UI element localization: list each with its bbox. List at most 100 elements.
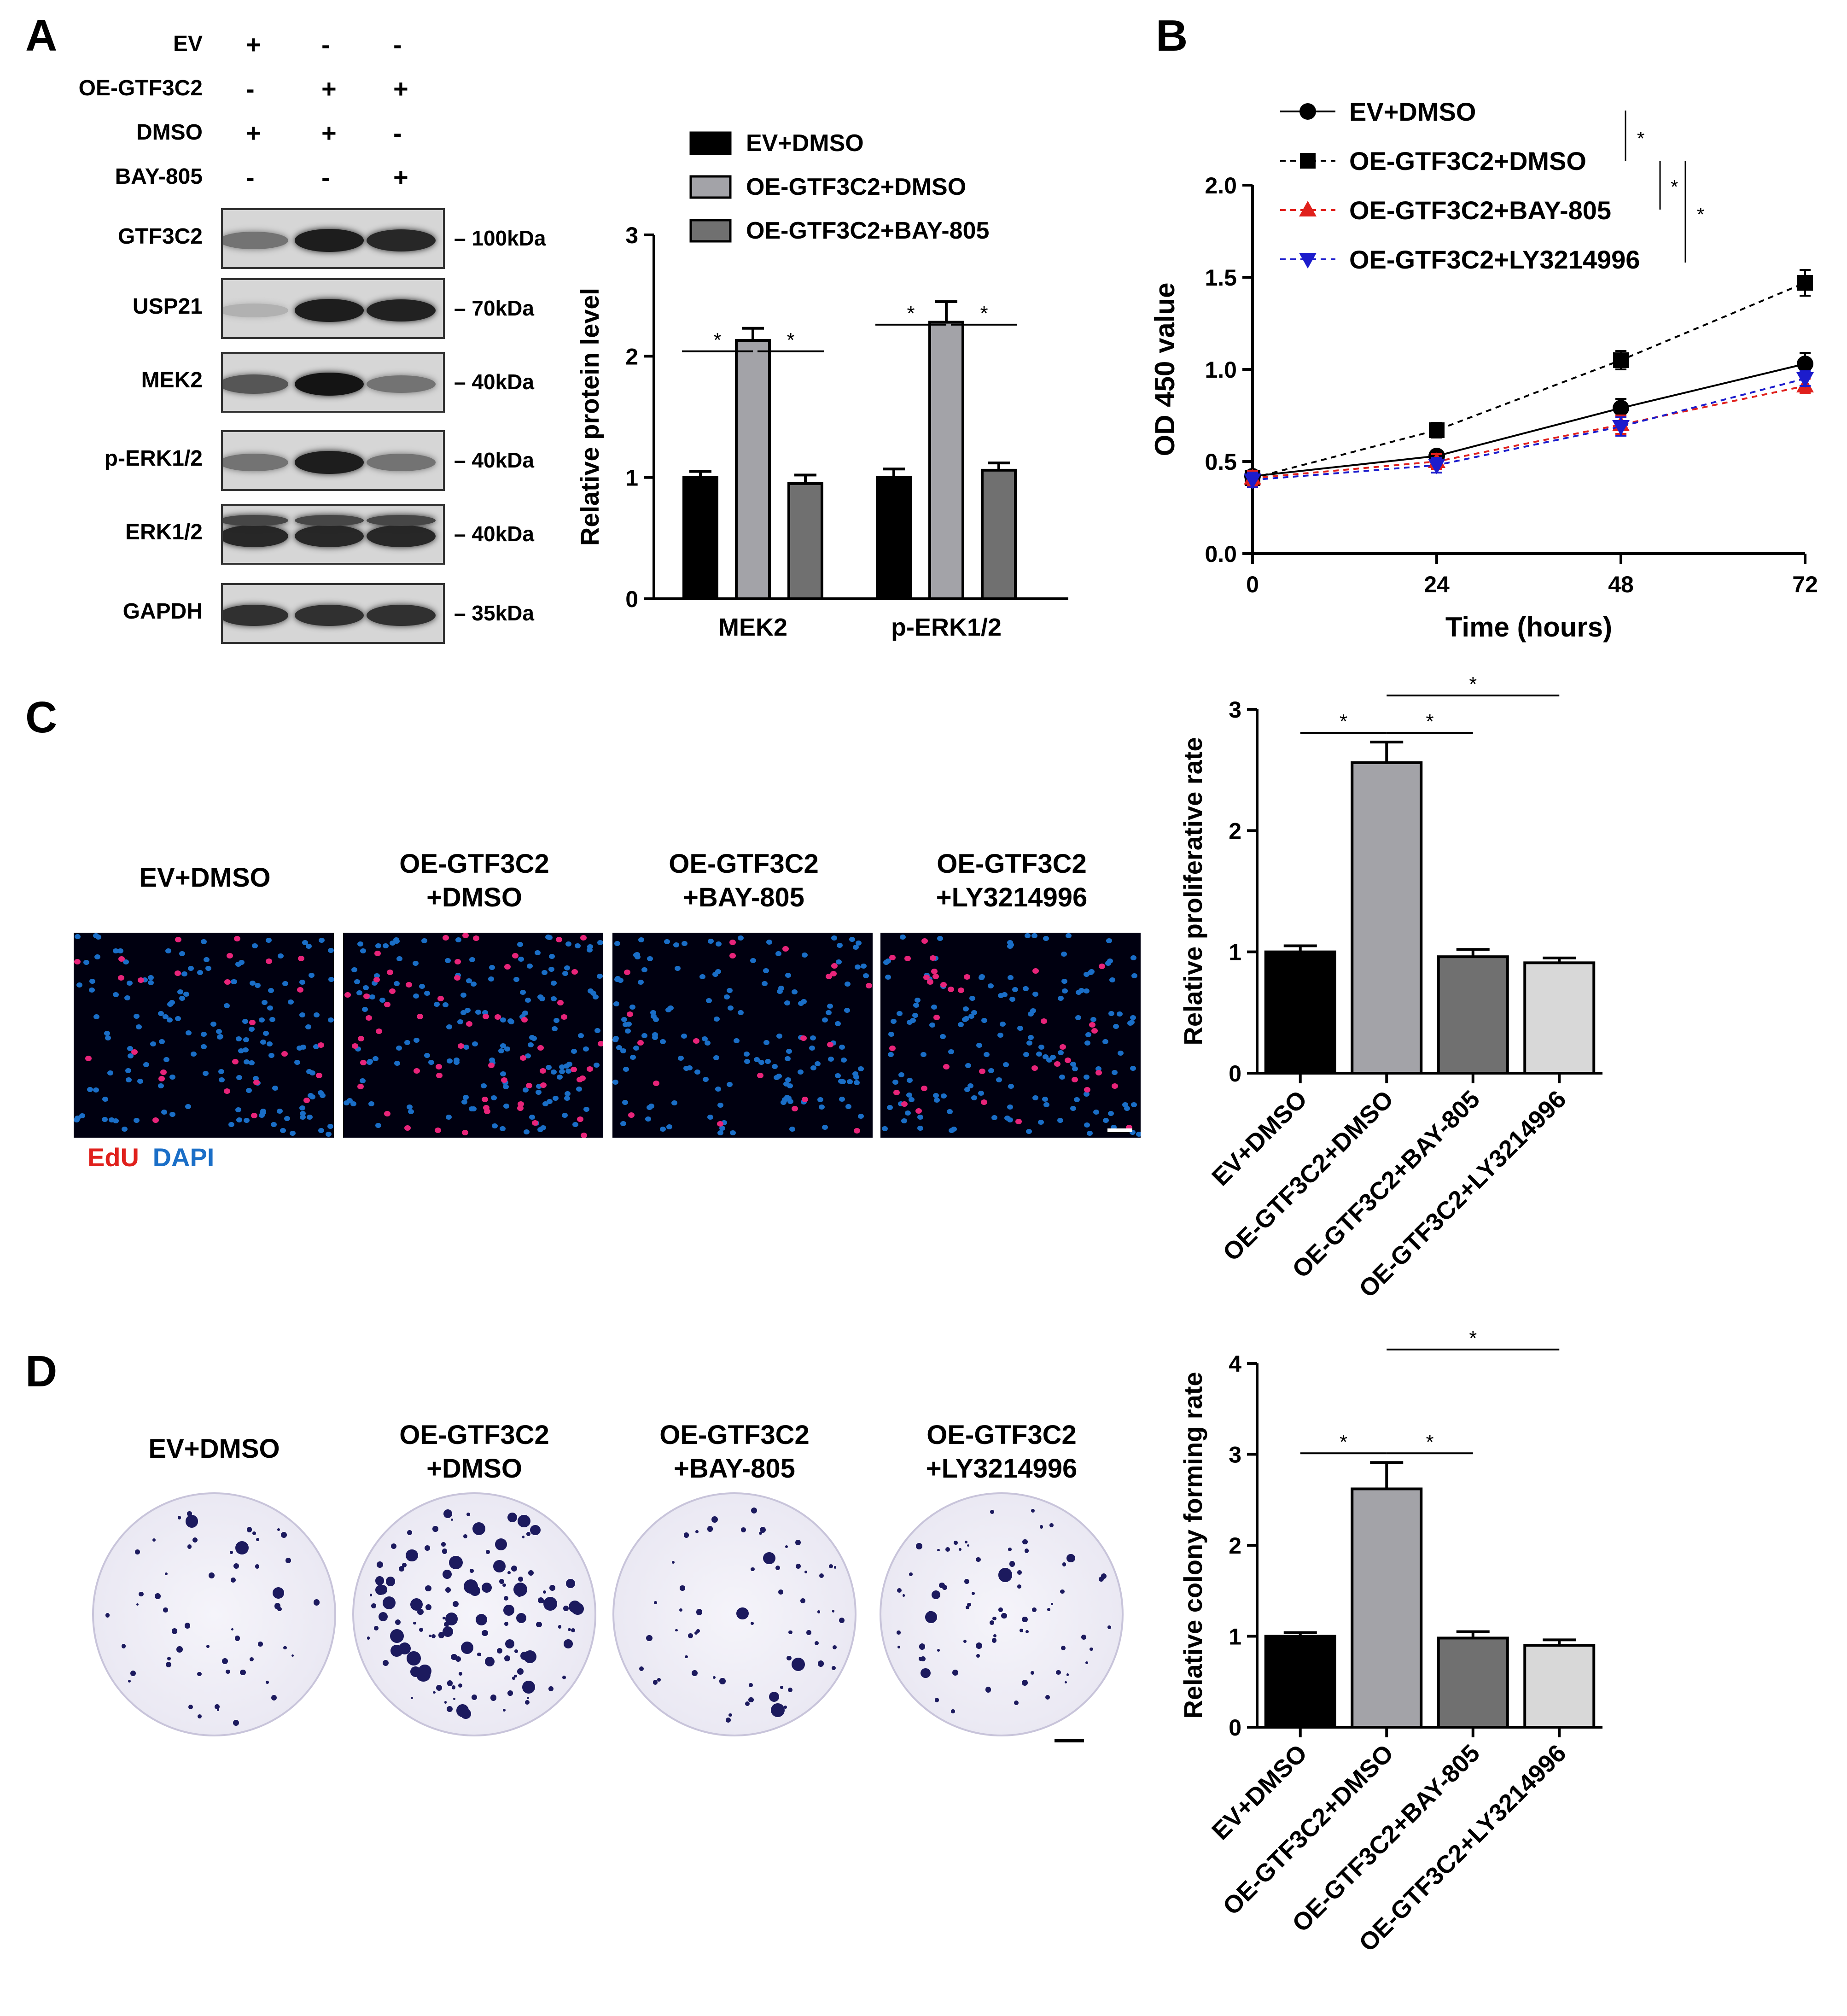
dapi-nucleus: [216, 1029, 222, 1034]
colony: [1024, 1549, 1029, 1553]
bar: [1437, 1636, 1509, 1729]
scale-bar: [1055, 1739, 1084, 1742]
dapi-nucleus: [892, 1080, 899, 1085]
colony: [832, 1645, 837, 1650]
colony: [965, 1541, 967, 1543]
bar: [1523, 1644, 1596, 1729]
colony: [283, 1646, 287, 1649]
dapi-nucleus: [343, 1100, 350, 1105]
colony: [485, 1550, 490, 1554]
dapi-nucleus: [946, 1109, 953, 1115]
dapi-nucleus: [773, 1075, 780, 1080]
colony: [967, 1544, 969, 1547]
edu-nucleus: [626, 1011, 633, 1017]
dapi-nucleus: [789, 1126, 795, 1132]
colony: [952, 1670, 958, 1676]
dapi-nucleus: [545, 1064, 552, 1070]
colony: [817, 1610, 821, 1613]
dapi-nucleus: [366, 1059, 373, 1065]
dapi-nucleus: [839, 1045, 845, 1050]
edu-nucleus: [792, 1105, 798, 1111]
edu-nucleus: [1112, 1083, 1119, 1089]
dapi-nucleus: [971, 1010, 977, 1015]
edu-nucleus: [889, 954, 896, 960]
dapi-nucleus: [356, 990, 363, 995]
dapi-nucleus: [849, 936, 856, 942]
dapi-nucleus: [839, 1097, 845, 1102]
colony: [558, 1625, 561, 1629]
dapi-nucleus: [854, 1080, 860, 1086]
dapi-nucleus: [183, 992, 189, 997]
edu-nucleus: [297, 956, 304, 962]
dapi-nucleus: [519, 1014, 526, 1019]
dapi-nucleus: [907, 1077, 913, 1083]
colony: [443, 1509, 453, 1519]
dapi-nucleus: [504, 1046, 510, 1052]
blot-gtf3c2: [221, 208, 445, 269]
dapi-nucleus: [863, 973, 869, 979]
dapi-nucleus: [502, 1080, 509, 1086]
y-tick-label: 3: [1229, 1442, 1241, 1468]
colony: [1009, 1560, 1015, 1567]
dapi-nucleus: [545, 935, 551, 940]
dapi-nucleus: [932, 1093, 939, 1098]
colony: [828, 1564, 833, 1568]
colony: [1060, 1645, 1066, 1650]
dapi-nucleus: [671, 1100, 678, 1105]
edu-nucleus: [980, 1099, 987, 1105]
colony: [1001, 1613, 1007, 1619]
dapi-nucleus: [1032, 992, 1038, 997]
dapi-nucleus: [125, 1077, 132, 1083]
condition-sign: +: [321, 118, 337, 147]
dapi-nucleus: [223, 1003, 230, 1008]
dapi-nucleus: [355, 1046, 361, 1052]
dapi-nucleus: [522, 1010, 528, 1016]
dapi-nucleus: [460, 1010, 467, 1015]
panel-label-c: C: [25, 693, 58, 742]
legend-label-ev-dmso: EV+DMSO: [746, 130, 864, 157]
dapi-nucleus: [551, 981, 557, 986]
dapi-nucleus: [705, 1040, 711, 1046]
legend-label-oe-gtf3c2-bay-805: OE-GTF3C2+BAY-805: [746, 217, 989, 244]
colony: [507, 1571, 511, 1575]
blot-band: [295, 604, 364, 626]
dapi-nucleus: [299, 1111, 306, 1116]
dapi-nucleus: [161, 1109, 168, 1115]
dapi-nucleus: [991, 1115, 998, 1120]
colony: [945, 1547, 950, 1552]
colony: [417, 1608, 424, 1615]
colony: [507, 1512, 518, 1522]
dapi-nucleus: [958, 1022, 964, 1027]
x-tick-label: 0: [1246, 572, 1259, 597]
y-tick-label: 0: [1229, 1061, 1241, 1087]
edu-nucleus: [827, 1041, 834, 1047]
colony: [155, 1593, 161, 1599]
condition-label-bay-805: BAY-805: [115, 164, 203, 189]
dapi-nucleus: [857, 1066, 864, 1071]
colony: [139, 1591, 144, 1596]
dapi-nucleus: [949, 1128, 955, 1134]
dapi-nucleus: [652, 1032, 658, 1038]
condition-sign: +: [246, 30, 261, 59]
dapi-nucleus: [313, 1044, 320, 1050]
dapi-nucleus: [314, 1012, 320, 1017]
dapi-nucleus: [583, 1107, 590, 1112]
condition-sign: -: [246, 74, 255, 103]
edu-nucleus: [932, 973, 939, 979]
dapi-nucleus: [453, 1057, 460, 1063]
dapi-nucleus: [259, 1017, 265, 1023]
condition-sign: -: [321, 163, 330, 192]
colony: [240, 1669, 246, 1676]
dapi-nucleus: [860, 963, 867, 969]
legend-label-oe-gtf3c2-dmso: OE-GTF3C2+DMSO: [746, 174, 966, 200]
dapi-nucleus: [482, 1010, 489, 1016]
dapi-nucleus: [1084, 1091, 1090, 1097]
edu-nucleus: [1071, 1076, 1078, 1082]
colony: [1107, 1625, 1112, 1629]
colony: [273, 1587, 285, 1599]
dapi-nucleus: [488, 976, 494, 982]
colony: [684, 1532, 689, 1538]
micrograph-caption: OE-GTF3C2 +LY3214996: [936, 849, 1088, 912]
edu-nucleus: [504, 964, 511, 970]
colony: [966, 1605, 970, 1609]
